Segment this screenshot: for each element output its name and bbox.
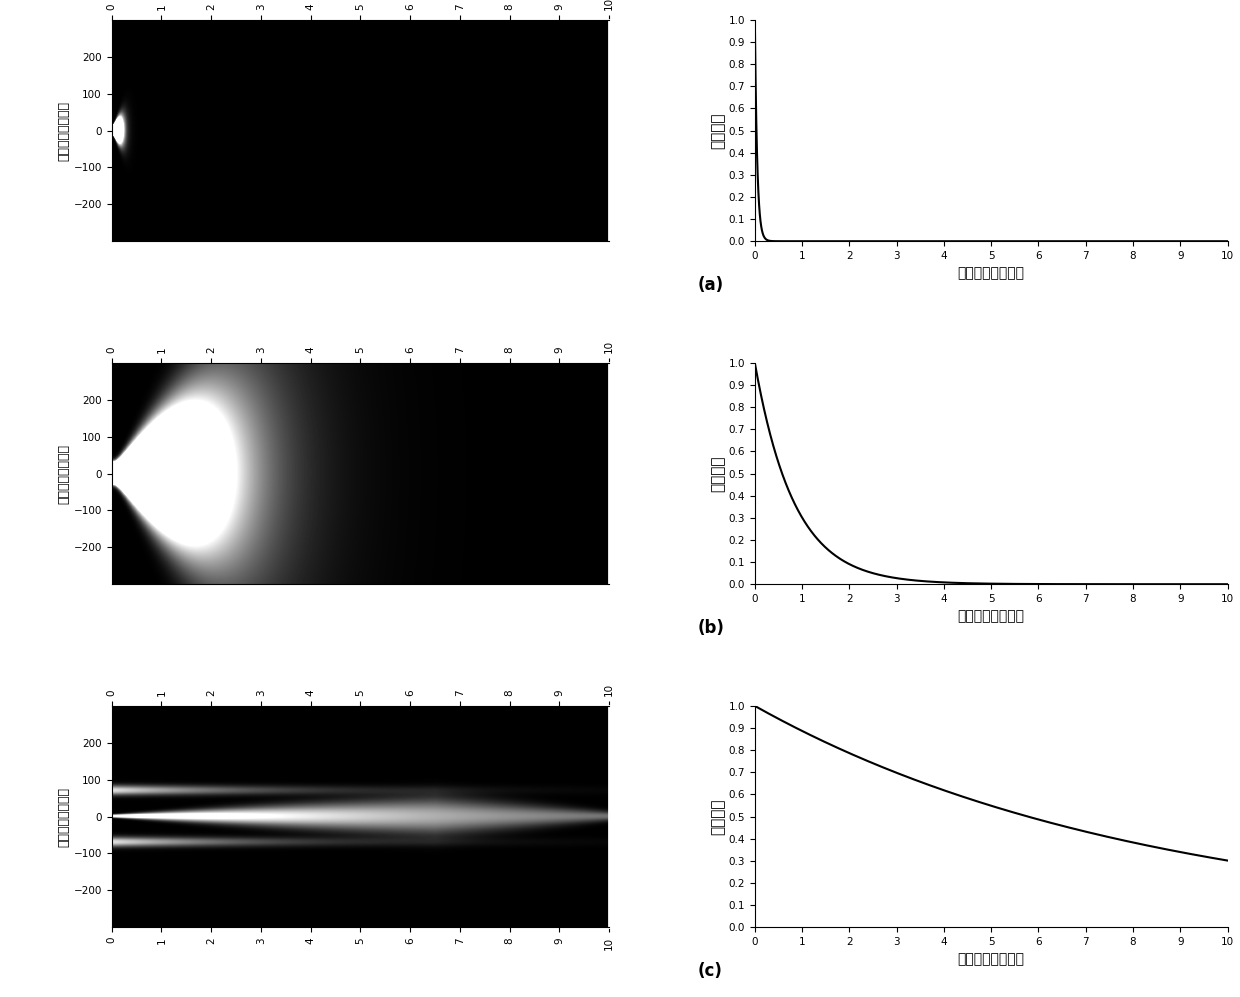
Text: (a): (a) [698, 276, 724, 294]
X-axis label: 传输距离（厘米）: 传输距离（厘米） [957, 266, 1024, 280]
Y-axis label: 剪面长度（微米）: 剪面长度（微米） [58, 787, 71, 846]
X-axis label: 传输距离（厘米）: 传输距离（厘米） [957, 609, 1024, 623]
Y-axis label: 剪面长度（微米）: 剪面长度（微米） [58, 444, 71, 503]
Y-axis label: 相对能量: 相对能量 [711, 799, 725, 834]
Y-axis label: 相对能量: 相对能量 [711, 456, 725, 492]
Text: (b): (b) [698, 619, 725, 637]
Y-axis label: 相对能量: 相对能量 [711, 113, 725, 149]
Y-axis label: 剪面长度（微米）: 剪面长度（微米） [58, 101, 71, 161]
Text: (c): (c) [698, 962, 723, 980]
X-axis label: 传输距离（厘米）: 传输距离（厘米） [957, 952, 1024, 966]
